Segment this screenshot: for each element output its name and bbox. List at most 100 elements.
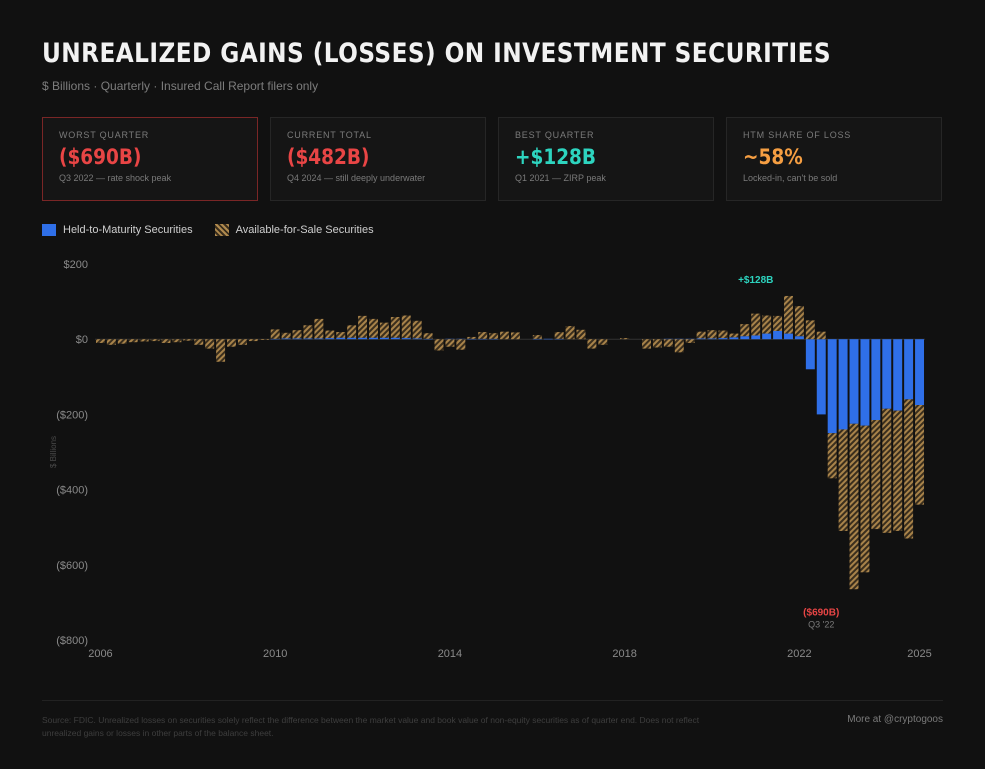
bar-afs	[663, 339, 673, 347]
y-tick-label: $0	[76, 334, 88, 346]
bar-afs	[467, 336, 477, 339]
bar-htm	[456, 338, 466, 340]
bar-htm	[794, 336, 804, 340]
bar-htm	[805, 339, 815, 370]
annotation-worst-quarter-sublabel: Q3 '22	[808, 620, 834, 630]
bar-afs	[248, 339, 258, 342]
bar-htm	[685, 338, 695, 340]
bar-afs	[445, 339, 455, 347]
bar-afs	[423, 333, 433, 339]
bar-afs	[478, 332, 488, 339]
stat-card-note: Q4 2024 — still deeply underwater	[287, 173, 426, 183]
bar-htm	[532, 338, 542, 340]
bar-htm	[478, 338, 488, 340]
legend-label-htm: Held-to-Maturity Securities	[63, 224, 193, 236]
bar-afs	[161, 339, 171, 343]
bar-htm	[325, 338, 335, 340]
bar-afs	[237, 339, 247, 345]
bar-afs	[696, 331, 706, 339]
bar-htm	[412, 338, 422, 340]
bar-afs	[172, 339, 182, 343]
bar-afs	[347, 325, 357, 338]
bar-afs	[849, 423, 859, 590]
bar-afs	[554, 332, 564, 339]
bar-afs	[893, 410, 903, 531]
bar-afs	[685, 339, 695, 343]
bar-afs	[500, 331, 510, 340]
stat-card-value: ($482B)	[287, 145, 370, 169]
bar-afs	[707, 330, 717, 339]
bar-htm	[347, 337, 357, 340]
bar-htm	[816, 339, 826, 415]
bar-htm	[838, 339, 848, 430]
bar-afs	[827, 433, 837, 479]
bar-afs	[150, 339, 160, 342]
x-tick-label: 2006	[88, 648, 112, 660]
stat-card-worst-quarter: WORST QUARTER ($690B) Q3 2022 — rate sho…	[42, 117, 258, 201]
bar-afs	[358, 315, 368, 338]
bar-afs	[292, 330, 302, 339]
chart-legend: Held-to-Maturity Securities Available-fo…	[42, 224, 374, 236]
bar-afs	[576, 329, 586, 340]
bar-htm	[369, 337, 378, 340]
bar-afs	[794, 306, 804, 337]
x-tick-label: 2014	[438, 648, 462, 660]
stat-card-label: HTM SHARE OF LOSS	[743, 130, 852, 140]
bar-htm	[860, 339, 870, 426]
bar-htm	[674, 338, 684, 340]
stat-card-label: WORST QUARTER	[59, 130, 150, 140]
page-subtitle: $ Billions · Quarterly · Insured Call Re…	[42, 79, 319, 93]
bar-afs	[281, 332, 291, 339]
annotation-best-quarter: +$128B	[738, 275, 773, 286]
bar-htm	[390, 337, 400, 340]
y-tick-label: ($600)	[56, 560, 88, 572]
bar-afs	[642, 339, 651, 349]
y-tick-label: $200	[64, 259, 88, 271]
bar-htm	[849, 339, 859, 424]
bar-htm	[904, 339, 914, 400]
stat-card-value: +$128B	[515, 145, 597, 169]
bar-htm	[401, 338, 411, 340]
bar-htm	[740, 336, 750, 340]
bar-afs	[216, 339, 226, 362]
bar-afs	[401, 315, 411, 339]
bar-afs	[904, 399, 914, 539]
annotation-worst-quarter: ($690B)	[803, 608, 839, 619]
bar-afs	[860, 425, 870, 573]
bar-afs	[587, 339, 597, 349]
bar-afs	[314, 318, 324, 339]
bar-htm	[751, 335, 761, 340]
legend-label-afs: Available-for-Sale Securities	[235, 224, 374, 236]
bar-htm	[379, 337, 389, 340]
stat-card-note: Locked-in, can't be sold	[743, 173, 838, 183]
bar-htm	[893, 339, 903, 411]
bar-htm	[554, 338, 564, 340]
bar-afs	[379, 322, 389, 338]
bar-htm	[707, 338, 717, 340]
bar-afs	[456, 339, 466, 350]
bar-htm	[543, 338, 553, 340]
bar-afs	[336, 332, 346, 338]
x-tick-label: 2010	[263, 648, 287, 660]
stat-card-value: ~58%	[743, 145, 803, 169]
bar-htm	[445, 338, 455, 340]
bar-afs	[718, 330, 728, 339]
y-tick-label: ($200)	[56, 409, 88, 421]
bar-htm	[303, 338, 313, 340]
bar-afs	[227, 339, 236, 347]
bar-afs	[805, 320, 815, 340]
bar-htm	[784, 333, 793, 340]
legend-swatch-afs	[214, 224, 229, 236]
bar-afs	[729, 333, 739, 338]
stat-card-label: CURRENT TOTAL	[287, 130, 372, 140]
bar-htm	[270, 338, 280, 340]
bar-afs	[128, 339, 138, 343]
x-tick-label: 2022	[787, 648, 811, 660]
bar-afs	[390, 317, 400, 338]
bar-htm	[663, 338, 673, 340]
bar-afs	[139, 339, 149, 342]
bar-htm	[467, 338, 477, 340]
bar-afs	[598, 339, 608, 345]
credit-link[interactable]: More at @cryptogoos	[847, 714, 943, 725]
stat-card-label: BEST QUARTER	[515, 130, 595, 140]
